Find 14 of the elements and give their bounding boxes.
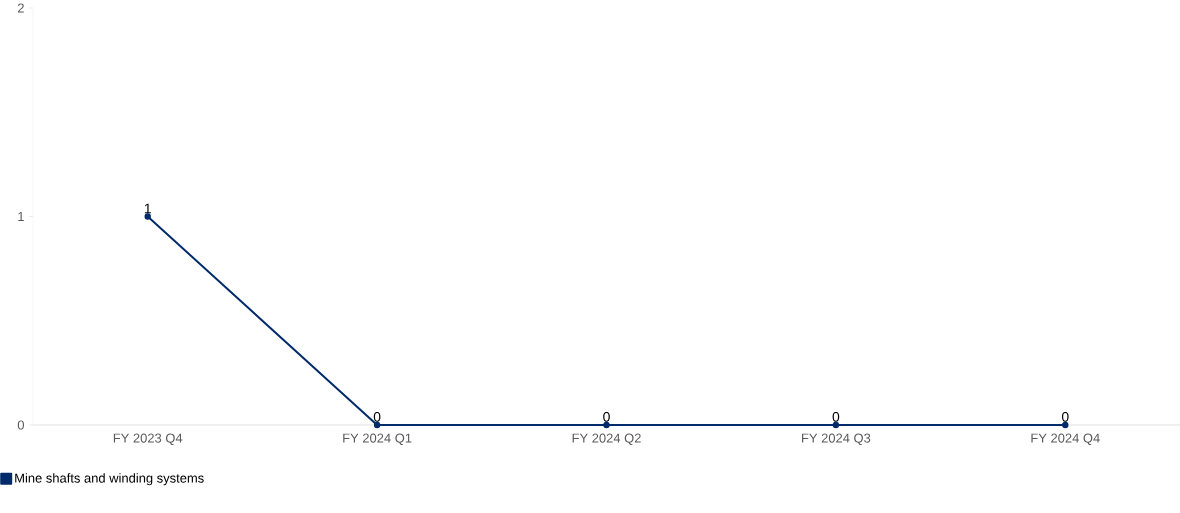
y-tick-label: 2 [17, 3, 24, 13]
data-label: 1 [144, 203, 151, 214]
data-label: 0 [603, 411, 610, 422]
x-tick-label: FY 2024 Q1 [343, 433, 412, 445]
y-tick-label: 1 [18, 212, 24, 221]
data-label: 0 [373, 411, 381, 422]
x-tick-label: FY 2024 Q2 [572, 433, 641, 445]
legend-label: Mine shafts and winding systems [15, 473, 204, 486]
data-label: 0 [1061, 411, 1069, 422]
x-tick-label: FY 2023 Q4 [113, 433, 183, 445]
x-tick-label: FY 2024 Q3 [802, 433, 871, 445]
data-label: 0 [832, 411, 840, 422]
x-tick-label: FY 2024 Q4 [1031, 433, 1100, 445]
y-tick-label: 0 [17, 420, 24, 430]
